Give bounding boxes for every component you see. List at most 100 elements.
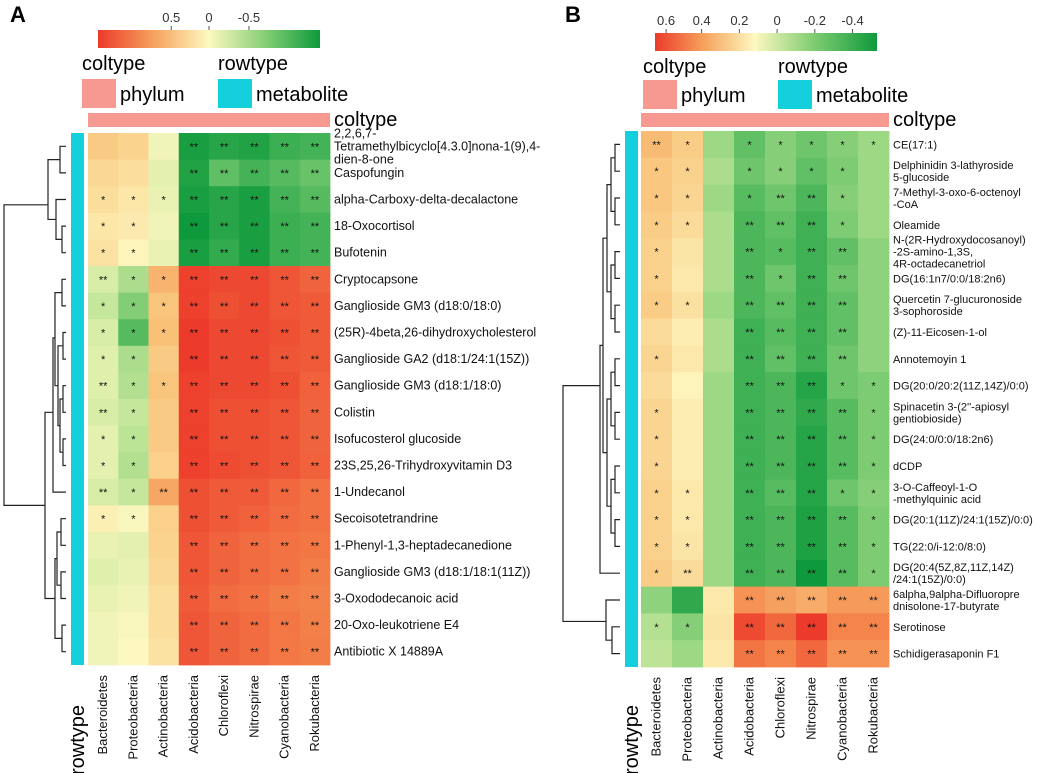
heatmap-cell (88, 452, 119, 480)
significance-mark: ** (838, 247, 847, 259)
heatmap-cell (239, 478, 270, 506)
heatmap-cell (858, 506, 890, 534)
column-label: Actinobacteria (711, 676, 726, 759)
heatmap-cell (118, 505, 149, 533)
significance-mark: ** (807, 220, 816, 232)
significance-mark: ** (250, 434, 259, 446)
row-label: Serotinose (893, 622, 946, 634)
heatmap-cell (118, 345, 149, 373)
significance-mark: ** (280, 594, 289, 606)
heatmap-cell (88, 212, 119, 240)
legend-rowtype-title: rowtype (218, 53, 288, 75)
heatmap-cell (88, 159, 119, 187)
heatmap-cell (88, 319, 119, 347)
significance-mark: ** (190, 274, 199, 286)
significance-mark: ** (250, 221, 259, 233)
significance-mark: * (840, 166, 845, 178)
heatmap-cell (703, 265, 735, 293)
heatmap-cell (703, 506, 735, 534)
row-label: Oleamide (893, 220, 940, 232)
significance-mark: * (654, 568, 659, 580)
dendrogram-branch (61, 624, 66, 653)
significance-mark: ** (220, 301, 229, 313)
row-label: dCDP (893, 461, 922, 473)
heatmap-cell (765, 265, 797, 293)
heatmap-cell (299, 266, 331, 293)
heatmap-cell (734, 425, 766, 453)
heatmap-cell (796, 452, 828, 480)
row-label: Quercetin 7-glucuronoside 3-sophoroside (893, 294, 1022, 318)
heatmap-cell (703, 640, 735, 668)
heatmap-cell (796, 238, 828, 266)
heatmap-cell (269, 186, 301, 214)
significance-mark: ** (311, 354, 320, 366)
heatmap-cell (239, 585, 270, 613)
column-label: Nitrospirae (804, 677, 819, 740)
significance-mark: ** (280, 567, 289, 579)
heatmap-cell (269, 478, 301, 506)
significance-mark: ** (190, 248, 199, 260)
significance-mark: ** (280, 195, 289, 207)
heatmap-cell (858, 157, 890, 185)
significance-mark: * (778, 247, 783, 259)
heatmap-cell (858, 345, 890, 373)
column-label: Actinobacteria (156, 674, 171, 757)
row-label-line: Schidigerasaponin F1 (893, 649, 999, 661)
heatmap-cell (118, 585, 149, 613)
heatmap-cell (641, 157, 673, 185)
row-label: 3-O-Caffeoyl-1-O -methylquinic acid (893, 482, 981, 506)
significance-mark: * (840, 220, 845, 232)
legend-metabolite-label: metabolite (256, 84, 348, 106)
significance-mark: ** (190, 168, 199, 180)
heatmap-cell (148, 319, 180, 347)
heatmap-cell (827, 184, 859, 212)
significance-mark: ** (280, 274, 289, 286)
heatmap-cell (209, 345, 240, 373)
heatmap-cell (827, 265, 859, 293)
row-label: CE(17:1) (893, 139, 937, 151)
significance-mark: ** (807, 541, 816, 553)
significance-mark: ** (280, 647, 289, 659)
heatmap-cell (858, 586, 890, 614)
significance-mark: ** (838, 354, 847, 366)
heatmap-cell (269, 611, 301, 639)
significance-mark: * (840, 488, 845, 500)
significance-mark: * (840, 139, 845, 151)
significance-mark: ** (311, 594, 320, 606)
significance-mark: * (131, 434, 136, 446)
significance-mark: ** (159, 487, 168, 499)
heatmap-cell (269, 505, 301, 533)
heatmap-cell (209, 186, 240, 214)
heatmap-cell (765, 372, 797, 400)
row-label: Ganglioside GM3 (d18:0/18:0) (334, 299, 501, 313)
row-label-line: DG(16:1n7/0:0/18:2n6) (893, 273, 1006, 285)
heatmap-cell (796, 559, 828, 587)
column-label: Cyanobacteria (277, 674, 292, 759)
row-label-line: -CoA (893, 199, 919, 211)
heatmap-cell (239, 186, 270, 214)
heatmap-cell (209, 239, 240, 267)
coltype-annotation-title: coltype (334, 109, 397, 131)
significance-mark: ** (250, 647, 259, 659)
significance-mark: ** (220, 141, 229, 153)
significance-mark: ** (311, 328, 320, 340)
row-label-line: Ganglioside GA2 (d18:1/24:1(15Z)) (334, 352, 529, 366)
heatmap-cell (299, 133, 331, 160)
row-label-line: (25R)-4beta,26-dihydroxycholesterol (334, 326, 536, 340)
row-label-line: Antibiotic X 14889A (334, 645, 444, 659)
heatmap-cell (672, 372, 704, 400)
significance-mark: ** (776, 381, 785, 393)
heatmap-cell (209, 611, 240, 639)
heatmap-cell (796, 479, 828, 507)
significance-mark: * (654, 515, 659, 527)
significance-mark: * (871, 434, 876, 446)
heatmap-cell (178, 186, 210, 214)
heatmap-cell (765, 345, 797, 373)
significance-mark: * (131, 301, 136, 313)
heatmap-cell (209, 532, 240, 559)
row-label-line: 4R-octadecanetriol (893, 259, 985, 271)
heatmap-cell (641, 291, 673, 319)
heatmap-cell (178, 558, 210, 586)
row-label-line: Isofucosterol glucoside (334, 432, 461, 446)
significance-mark: ** (311, 514, 320, 526)
